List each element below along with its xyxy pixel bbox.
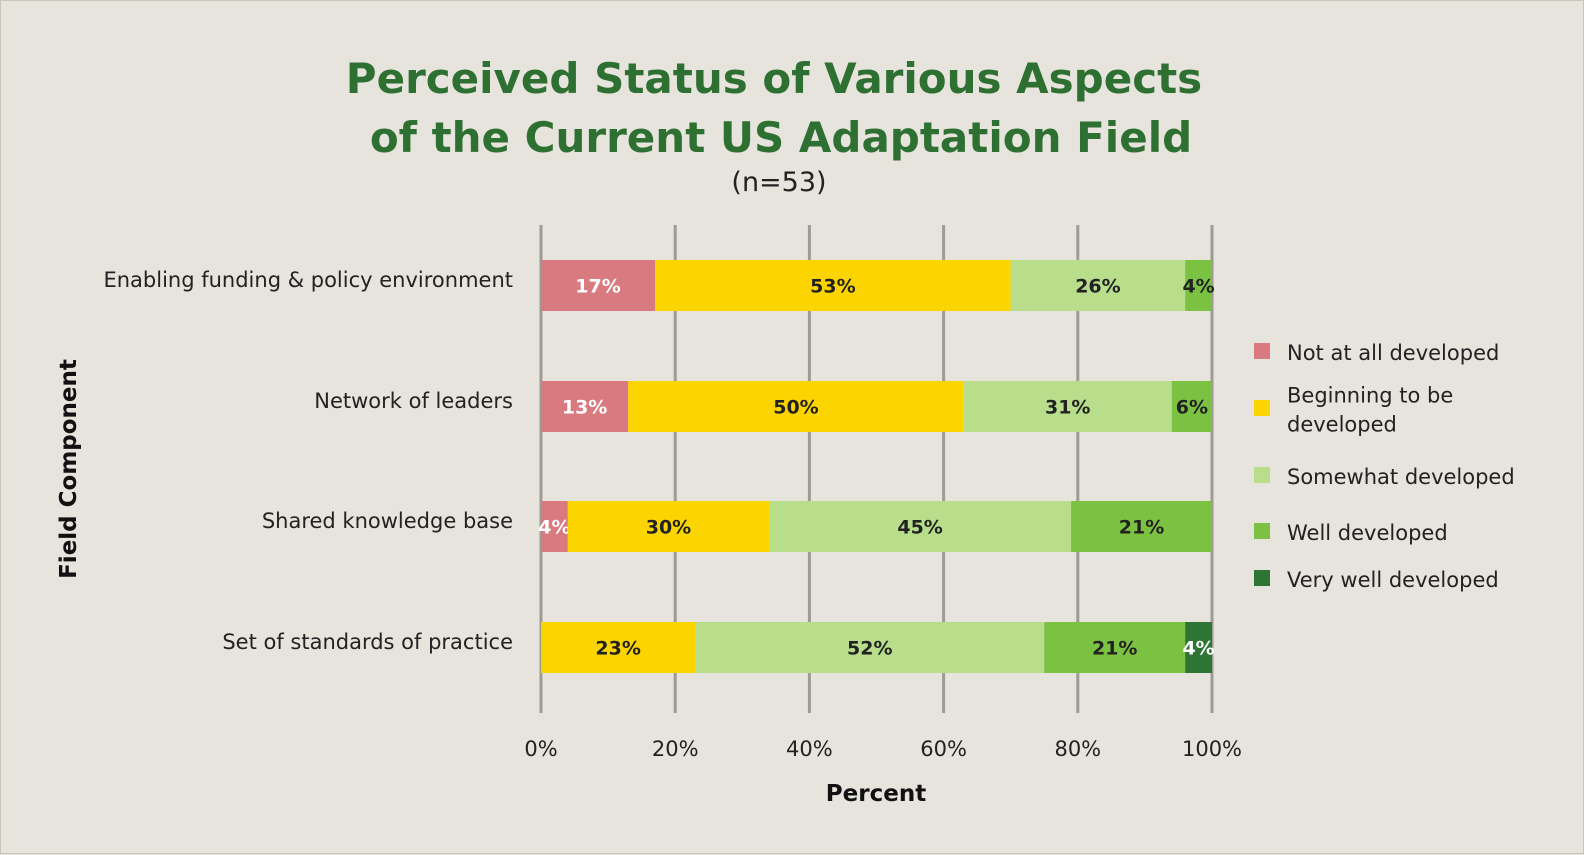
x-tick-label: 40% <box>786 737 833 761</box>
bar-segment <box>963 381 1172 432</box>
legend-label: Well developed <box>1287 521 1448 545</box>
legend-label: Beginning to be <box>1287 384 1453 408</box>
x-tick-label: 0% <box>524 737 557 761</box>
bar-segment <box>541 501 568 552</box>
bar-segment <box>695 622 1045 673</box>
data-label: 13% <box>562 397 607 419</box>
legend-swatch <box>1254 467 1270 483</box>
data-label: 31% <box>1045 397 1090 419</box>
legend-swatch <box>1254 570 1270 586</box>
legend: Not at all developed Beginning to be devel… <box>1254 341 1515 592</box>
data-label: 4% <box>1182 276 1214 298</box>
data-label: 4% <box>1182 638 1214 660</box>
bar-segment <box>541 622 696 673</box>
bar-segment <box>1044 622 1186 673</box>
bar-segment <box>1010 260 1186 311</box>
data-label: 30% <box>646 517 691 539</box>
bars: 17% 53% 26% 4% 13% 50% 31% 6% 4% 30% 45% 21% 23% 52% 2… <box>538 260 1215 673</box>
legend-label: Somewhat developed <box>1287 465 1515 489</box>
bar-segment <box>1185 622 1212 673</box>
data-label: 52% <box>847 638 892 660</box>
category-label: Enabling funding & policy environment <box>103 268 513 292</box>
x-tick-label: 100% <box>1182 737 1242 761</box>
data-label: 50% <box>773 397 818 419</box>
x-axis-title: Percent <box>826 781 926 807</box>
chart-title-line-1: Perceived Status of Various Aspects <box>346 54 1202 103</box>
x-tick-label: 60% <box>920 737 967 761</box>
x-tick-label: 20% <box>652 737 699 761</box>
category-label: Network of leaders <box>314 389 513 413</box>
bar-segment <box>541 381 629 432</box>
bar-segment <box>769 501 1072 552</box>
bar-segment <box>1071 501 1212 552</box>
legend-label: Very well developed <box>1287 568 1499 592</box>
legend-swatch <box>1254 523 1270 539</box>
bar-segment <box>541 260 656 311</box>
data-label: 6% <box>1176 397 1208 419</box>
bar-segment <box>1171 381 1212 432</box>
chart-title-line-2: of the Current US Adaptation Field <box>370 113 1192 162</box>
legend-label: developed <box>1287 413 1397 437</box>
category-label: Set of standards of practice <box>222 630 513 654</box>
data-label: 45% <box>897 517 942 539</box>
legend-label: Not at all developed <box>1287 341 1499 365</box>
bar-segment <box>628 381 964 432</box>
x-tick-labels: 0% 20% 40% 60% 80% 100% <box>524 737 1242 761</box>
data-label: 21% <box>1119 517 1164 539</box>
legend-swatch <box>1254 400 1270 416</box>
chart-subtitle: (n=53) <box>731 167 826 198</box>
data-label: 26% <box>1075 276 1120 298</box>
data-label: 53% <box>810 276 855 298</box>
category-label: Shared knowledge base <box>262 509 513 533</box>
x-tick-label: 80% <box>1054 737 1101 761</box>
bar-segment <box>1185 260 1212 311</box>
bar-segment <box>567 501 770 552</box>
category-labels: Enabling funding & policy environment Net… <box>103 268 513 654</box>
y-axis-title: Field Component <box>56 359 82 579</box>
data-label: 23% <box>595 638 640 660</box>
bar-segment <box>655 260 1011 311</box>
legend-swatch <box>1254 343 1270 359</box>
data-label: 4% <box>538 517 570 539</box>
data-label: 21% <box>1092 638 1137 660</box>
data-label: 17% <box>575 276 620 298</box>
